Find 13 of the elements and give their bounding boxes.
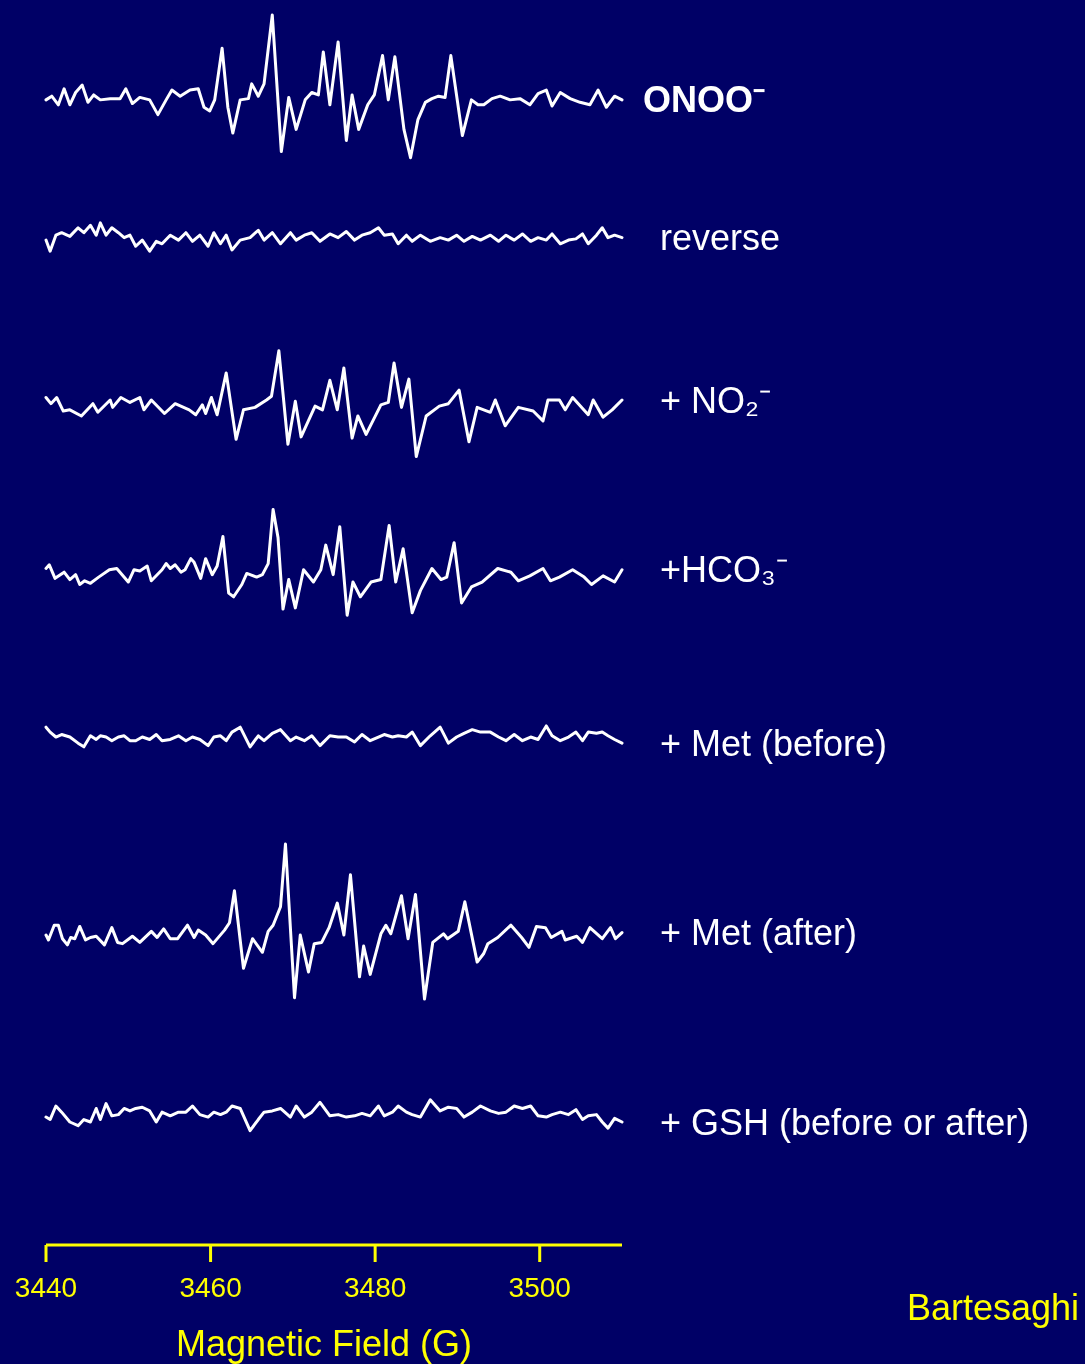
series-label: reverse <box>660 217 781 259</box>
series-label: + NO₂⁻ <box>660 379 771 421</box>
x-tick-label: 3500 <box>508 1272 571 1303</box>
series-label: +HCO₃⁻ <box>660 549 788 591</box>
series-label: ONOO⁻ <box>643 79 766 121</box>
text: Bartesaghi <box>906 1287 1079 1328</box>
x-tick-label: 3440 <box>14 1272 78 1303</box>
x-axis-title: Magnetic Field (G) <box>175 1323 473 1364</box>
series-label: + Met (after) <box>660 912 858 954</box>
series-label: + GSH (before or after) <box>660 1101 1030 1143</box>
x-tick-label: 3480 <box>343 1272 407 1303</box>
x-tick-label: 3460 <box>179 1272 242 1303</box>
series-label: + Met (before) <box>660 722 888 764</box>
